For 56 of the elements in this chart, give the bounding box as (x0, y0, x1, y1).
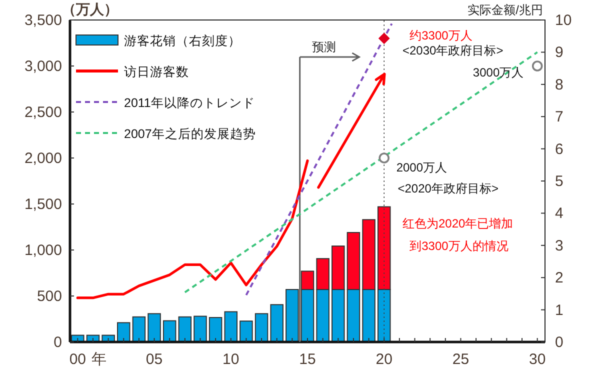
y2-tick-label: 2 (555, 270, 564, 287)
x-tick-label: 05 (146, 351, 163, 368)
x-tick-label: 15 (299, 351, 316, 368)
x-tick-label: 00 (69, 351, 86, 368)
annotation: <2020年政府目标> (398, 181, 498, 196)
bar (132, 316, 146, 342)
bar (117, 322, 130, 342)
bar (270, 304, 284, 342)
bar (224, 311, 238, 342)
x-tick-label: 30 (528, 351, 546, 368)
bar (178, 316, 192, 342)
y-tick-label: 2,500 (24, 104, 62, 121)
annotation: 2000万人 (396, 160, 448, 174)
y-tick-label: 3,000 (24, 58, 62, 75)
annotation: <2030年政府目标> (402, 43, 504, 58)
legend-label: 2007年之后的发展趋势 (124, 127, 256, 141)
point (532, 60, 543, 72)
x-axis-title: 年 (92, 351, 107, 368)
y2-tick-label: 5 (555, 173, 564, 190)
x-tick-label: 25 (452, 351, 470, 368)
annotation: 红色为2020年已增加 (402, 216, 514, 231)
bar (194, 316, 207, 342)
point (378, 32, 390, 44)
bar (286, 289, 299, 342)
x-tick-label: 20 (376, 351, 392, 368)
y-tick-label: 3,500 (24, 12, 62, 29)
bar (148, 313, 161, 342)
x-tick-label: 10 (222, 351, 240, 368)
y2-tick-label: 10 (555, 12, 572, 29)
y2-tick-label: 4 (555, 205, 564, 222)
annotation: 约3300万人 (410, 28, 472, 42)
y2-tick-label: 0 (555, 334, 564, 351)
bar (162, 320, 176, 342)
annotation: 3000万人 (472, 65, 524, 80)
y2-axis-title: 实际金额/兆円 (468, 3, 543, 17)
legend-label: 游客花销（右刻度） (124, 33, 241, 48)
bar (240, 320, 253, 342)
y2-tick-label: 9 (555, 44, 564, 62)
y2-tick-label: 1 (555, 302, 564, 319)
y-axis-title: （万人） (62, 1, 118, 17)
legend-label: 访日游客数 (124, 64, 189, 79)
y-tick-label: 0 (54, 334, 62, 351)
y2-tick-label: 3 (555, 237, 564, 254)
legend-label: 2011年以降のトレンド (124, 96, 255, 110)
y-tick-label: 500 (36, 288, 62, 305)
point (378, 152, 390, 164)
y2-tick-label: 8 (555, 76, 564, 94)
y-tick-label: 2,000 (24, 150, 62, 167)
annotation: 到3300万人的情况 (410, 239, 508, 254)
bar (208, 317, 222, 342)
ref-line-label: 预测 (312, 40, 336, 54)
y2-tick-label: 6 (555, 140, 564, 158)
y2-tick-label: 7 (555, 108, 564, 126)
y-tick-label: 1,500 (24, 196, 62, 213)
y-tick-label: 1,000 (24, 242, 62, 259)
bar (254, 313, 268, 342)
